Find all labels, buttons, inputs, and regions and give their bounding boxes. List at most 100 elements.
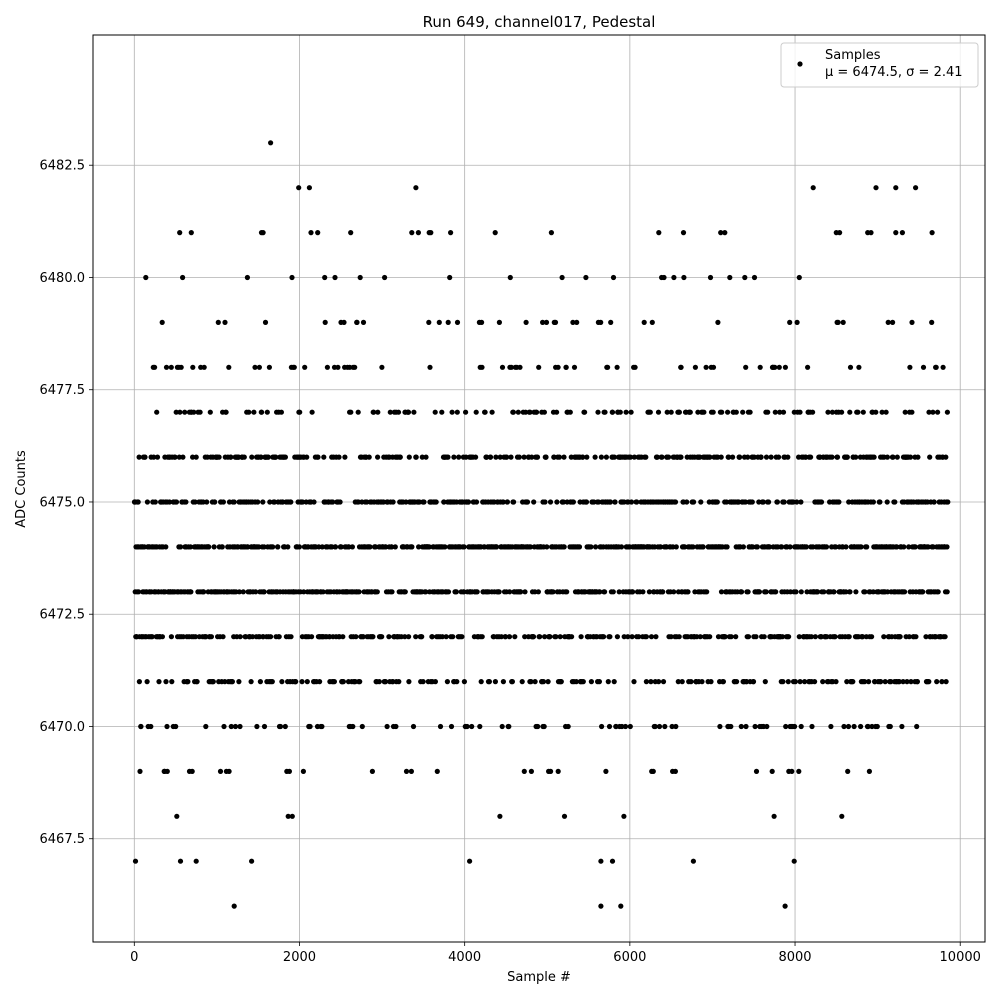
data-point — [933, 364, 939, 370]
data-point-outlier — [177, 230, 183, 236]
data-point — [570, 319, 576, 325]
data-point — [925, 544, 931, 550]
data-point — [888, 679, 894, 685]
data-point — [382, 274, 388, 281]
data-point — [850, 679, 856, 685]
data-point — [489, 409, 495, 415]
data-point — [350, 723, 356, 730]
data-point — [792, 679, 799, 685]
data-point — [276, 634, 282, 640]
data-point — [879, 409, 885, 415]
data-point — [527, 544, 534, 550]
data-point — [548, 768, 554, 775]
data-point — [266, 364, 272, 370]
data-point — [459, 634, 465, 640]
data-point-outlier — [718, 230, 724, 236]
data-point — [374, 589, 380, 595]
data-point — [288, 634, 294, 640]
data-point — [909, 409, 915, 415]
data-point — [728, 634, 734, 640]
data-point — [144, 499, 150, 505]
data-point — [149, 634, 155, 640]
data-point — [776, 364, 782, 370]
legend-box — [780, 42, 979, 88]
data-point — [808, 454, 814, 460]
data-point — [264, 409, 270, 415]
data-point — [261, 723, 268, 730]
data-point — [744, 679, 750, 685]
data-point — [419, 634, 425, 640]
data-point — [493, 544, 500, 550]
data-point — [340, 634, 346, 640]
data-point — [666, 454, 672, 460]
data-point — [508, 364, 514, 370]
data-point — [340, 679, 346, 685]
data-point-outlier — [893, 185, 899, 191]
y-tick-label: 6467.5 — [40, 832, 86, 847]
data-point — [899, 723, 905, 730]
data-point — [627, 454, 634, 460]
data-point — [885, 319, 891, 325]
data-point-outlier — [548, 230, 555, 236]
data-point — [845, 723, 852, 730]
data-point — [265, 454, 271, 460]
data-point — [228, 454, 234, 460]
data-point — [499, 364, 506, 370]
data-point — [528, 768, 535, 775]
data-point — [929, 319, 935, 325]
data-point — [519, 679, 525, 685]
data-point — [812, 634, 819, 640]
data-point — [742, 274, 748, 281]
data-point — [531, 499, 537, 505]
data-point — [560, 499, 567, 505]
data-point — [944, 544, 950, 550]
data-point — [189, 768, 195, 775]
data-point — [751, 454, 757, 460]
data-point — [797, 409, 803, 415]
data-point — [137, 768, 143, 775]
data-point — [557, 634, 563, 640]
data-point — [304, 454, 310, 460]
data-point — [758, 454, 764, 460]
data-point — [627, 723, 633, 730]
data-point — [797, 679, 803, 685]
data-point — [535, 589, 542, 595]
data-point — [796, 634, 802, 640]
data-point — [530, 634, 537, 640]
data-point — [282, 723, 288, 730]
data-point — [300, 499, 306, 505]
data-point — [554, 499, 560, 505]
data-point — [902, 589, 908, 595]
data-point — [307, 723, 313, 730]
data-point — [618, 544, 625, 550]
data-point — [402, 589, 408, 595]
data-point — [348, 409, 354, 415]
data-point — [273, 454, 279, 460]
data-point — [740, 409, 746, 415]
data-point — [636, 634, 642, 640]
data-point — [720, 679, 727, 685]
data-point — [679, 679, 685, 685]
data-point — [700, 544, 706, 550]
data-point — [785, 679, 791, 685]
data-point — [229, 679, 235, 685]
data-point — [297, 409, 303, 415]
data-point — [780, 679, 786, 685]
data-point — [556, 454, 563, 460]
data-point — [185, 679, 191, 685]
data-point — [654, 454, 660, 460]
data-point — [270, 544, 276, 550]
data-point — [469, 723, 475, 730]
data-point — [510, 499, 517, 505]
data-point — [136, 679, 142, 685]
data-point — [602, 589, 608, 595]
data-point — [523, 409, 529, 415]
data-point — [892, 499, 898, 505]
data-point — [777, 409, 783, 415]
data-point — [656, 723, 663, 730]
data-point — [576, 544, 583, 550]
data-point — [499, 723, 505, 730]
data-point — [336, 454, 342, 460]
data-point — [353, 634, 359, 640]
